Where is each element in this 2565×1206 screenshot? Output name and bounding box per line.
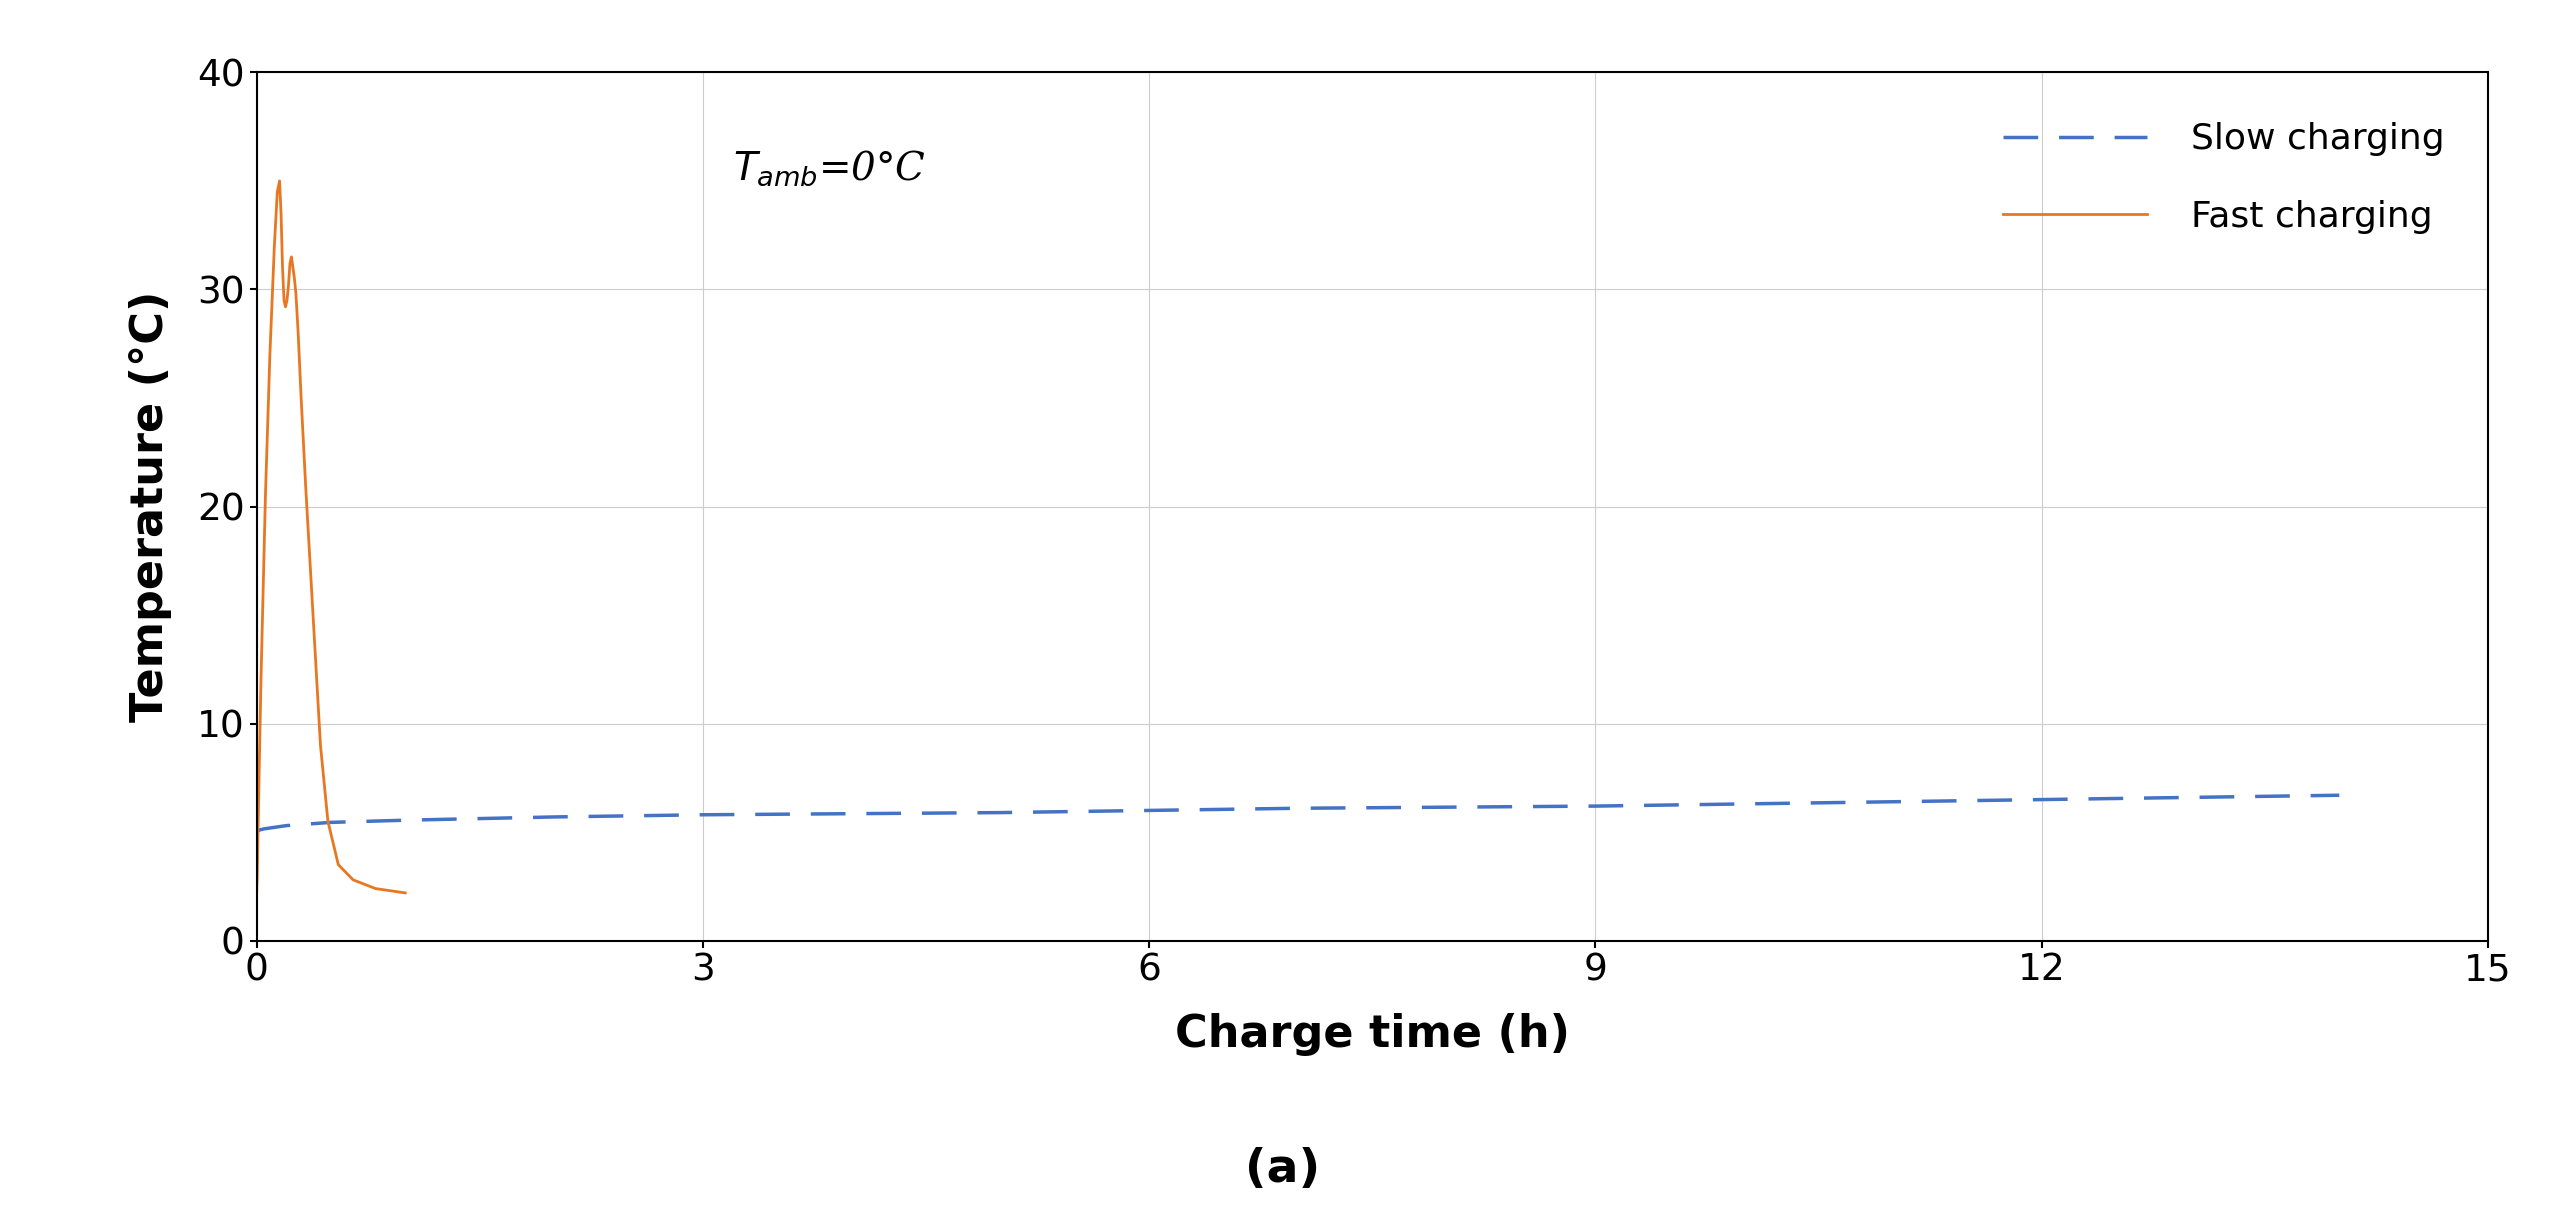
Text: (a): (a) <box>1244 1147 1321 1192</box>
X-axis label: Charge time (h): Charge time (h) <box>1175 1013 1570 1056</box>
Y-axis label: Temperature (°C): Temperature (°C) <box>128 291 172 722</box>
Text: $\mathit{T}_{amb}$=0°C: $\mathit{T}_{amb}$=0°C <box>734 148 926 188</box>
Legend: Slow charging, Fast charging: Slow charging, Fast charging <box>1988 107 2460 248</box>
